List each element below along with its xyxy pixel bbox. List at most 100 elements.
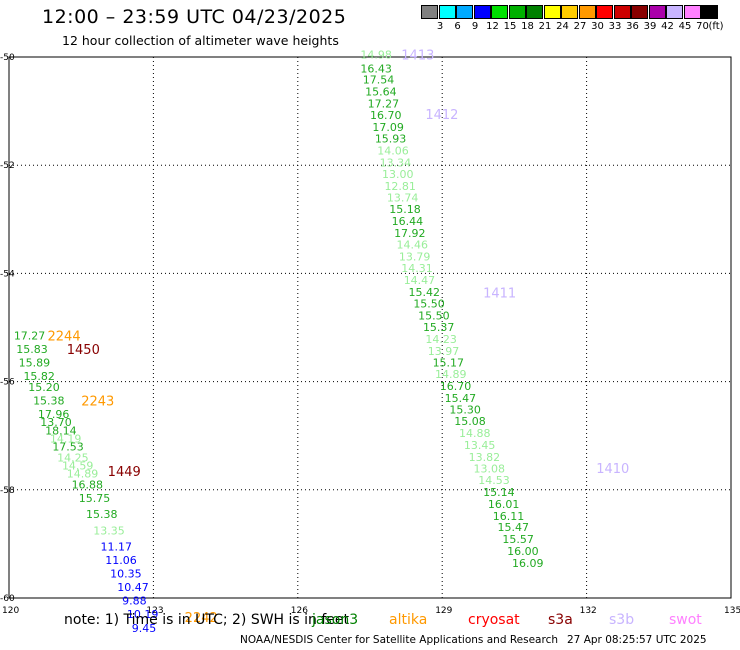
legend-label: 42 bbox=[661, 21, 674, 32]
footer-timestamp: 27 Apr 08:25:57 UTC 2025 bbox=[567, 634, 707, 646]
swh-value: 15.42 bbox=[409, 286, 441, 299]
swh-value: 12.81 bbox=[384, 180, 416, 193]
swh-value: 14.25 bbox=[57, 451, 88, 464]
satellite-key-s3b: s3b bbox=[609, 612, 635, 628]
legend-swatch bbox=[561, 5, 578, 19]
lon-tick-label: 129 bbox=[435, 606, 452, 616]
swh-value: 16.43 bbox=[360, 62, 392, 75]
lon-tick-label: 123 bbox=[146, 606, 163, 616]
swh-value: 13.79 bbox=[399, 251, 431, 264]
swh-value: 13.70 bbox=[40, 416, 72, 429]
legend-swatch bbox=[631, 5, 648, 19]
swh-value: 16.09 bbox=[512, 557, 544, 570]
legend-label: 9 bbox=[471, 21, 479, 32]
legend-label: 6 bbox=[454, 21, 461, 32]
legend-label: 3 bbox=[436, 21, 444, 32]
legend-label: 15 bbox=[503, 21, 517, 32]
swh-value: 15.83 bbox=[16, 343, 48, 356]
swh-value: 11.06 bbox=[105, 554, 136, 567]
swh-value: 15.30 bbox=[449, 404, 481, 417]
pass-label: 1411 bbox=[483, 286, 516, 301]
swh-value: 11.17 bbox=[100, 541, 132, 554]
pass-label: 2243 bbox=[81, 395, 114, 410]
satellite-key-altika: altika bbox=[389, 612, 428, 628]
swh-value: 13.74 bbox=[387, 192, 419, 205]
swh-value: 10.19 bbox=[127, 608, 159, 621]
map-subtitle: 12 hour collection of altimeter wave hei… bbox=[62, 33, 339, 48]
swh-value: 15.37 bbox=[423, 321, 455, 334]
lat-tick-label: -58 bbox=[0, 486, 15, 496]
swh-value: 17.92 bbox=[394, 227, 426, 240]
legend-label: 45 bbox=[678, 21, 692, 32]
lat-tick-label: -56 bbox=[0, 378, 15, 388]
satellite-key-s3a: s3a bbox=[548, 612, 573, 628]
swh-value: 10.47 bbox=[117, 581, 149, 594]
pass-label: 2244 bbox=[48, 330, 81, 345]
legend-swatch bbox=[421, 5, 438, 19]
swh-value: 14.89 bbox=[435, 368, 467, 381]
satellite-key-jason3: jason3 bbox=[312, 612, 359, 628]
swh-value: 14.89 bbox=[67, 468, 99, 481]
swh-value: 17.09 bbox=[372, 121, 404, 134]
legend-label: 18 bbox=[521, 21, 534, 32]
lon-tick-label: 135 bbox=[724, 606, 740, 616]
swh-value: 15.64 bbox=[365, 86, 397, 99]
swh-value: 16.70 bbox=[370, 109, 402, 122]
swh-value: 14.47 bbox=[404, 274, 436, 287]
swh-value: 14.53 bbox=[478, 474, 510, 487]
swh-value: 15.82 bbox=[23, 370, 55, 383]
swh-value: 17.53 bbox=[52, 441, 84, 454]
legend-swatch bbox=[491, 5, 508, 19]
footer-credit: NOAA/NESDIS Center for Satellite Applica… bbox=[240, 634, 558, 646]
legend-label: 33 bbox=[608, 21, 622, 32]
legend-swatch bbox=[701, 5, 718, 19]
legend-label: 27 bbox=[573, 21, 587, 32]
swh-value: 14.98 bbox=[360, 48, 392, 61]
swh-value: 17.27 bbox=[14, 330, 45, 343]
lat-tick-label: -54 bbox=[0, 269, 15, 279]
legend-swatch bbox=[438, 5, 456, 19]
legend-swatch bbox=[473, 5, 491, 19]
lat-tick-label: -60 bbox=[0, 594, 15, 604]
pass-label: 1449 bbox=[108, 465, 141, 480]
swh-value: 13.34 bbox=[380, 156, 412, 169]
swh-value: 13.45 bbox=[464, 439, 496, 452]
swh-value: 15.75 bbox=[79, 492, 111, 505]
legend-label: 21 bbox=[538, 21, 552, 32]
legend-swatch bbox=[578, 5, 596, 19]
swh-value: 15.17 bbox=[433, 357, 465, 370]
swh-value: 15.57 bbox=[502, 533, 534, 546]
lat-tick-label: -50 bbox=[0, 53, 15, 63]
swh-value: 9.88 bbox=[122, 595, 147, 608]
legend-swatch bbox=[508, 5, 526, 19]
swh-value: 16.11 bbox=[493, 510, 525, 523]
swh-value: 16.00 bbox=[507, 545, 539, 558]
swh-value: 15.14 bbox=[483, 486, 515, 499]
legend-swatch bbox=[526, 5, 543, 19]
swh-value: 14.19 bbox=[50, 432, 81, 445]
legend-swatch bbox=[648, 5, 666, 19]
legend-swatch bbox=[543, 5, 561, 19]
swh-value: 17.27 bbox=[368, 98, 400, 111]
swh-value: 10.35 bbox=[110, 568, 142, 581]
swh-value: 13.35 bbox=[93, 524, 125, 537]
swh-value: 14.88 bbox=[459, 427, 491, 440]
swh-value: 14.46 bbox=[396, 239, 428, 252]
legend-label: 39 bbox=[643, 21, 657, 32]
map-title: 12:00 – 23:59 UTC 04/23/2025 bbox=[42, 6, 347, 28]
satellite-key-swot: swot bbox=[669, 612, 702, 628]
legend-swatch bbox=[596, 5, 613, 19]
swh-value: 16.44 bbox=[392, 215, 424, 228]
lat-tick-label: -52 bbox=[0, 161, 15, 171]
swh-value: 13.97 bbox=[428, 345, 460, 358]
swh-value: 17.54 bbox=[363, 74, 395, 87]
legend-label: 24 bbox=[556, 21, 569, 32]
swh-value: 15.47 bbox=[498, 521, 530, 534]
legend-label: 70 bbox=[696, 21, 709, 32]
pass-label: 1413 bbox=[401, 48, 434, 63]
swh-value: 14.31 bbox=[401, 262, 433, 275]
note-text: note: 1) Time is in UTC; 2) SWH is in fe… bbox=[64, 612, 350, 628]
legend-swatch bbox=[666, 5, 683, 19]
